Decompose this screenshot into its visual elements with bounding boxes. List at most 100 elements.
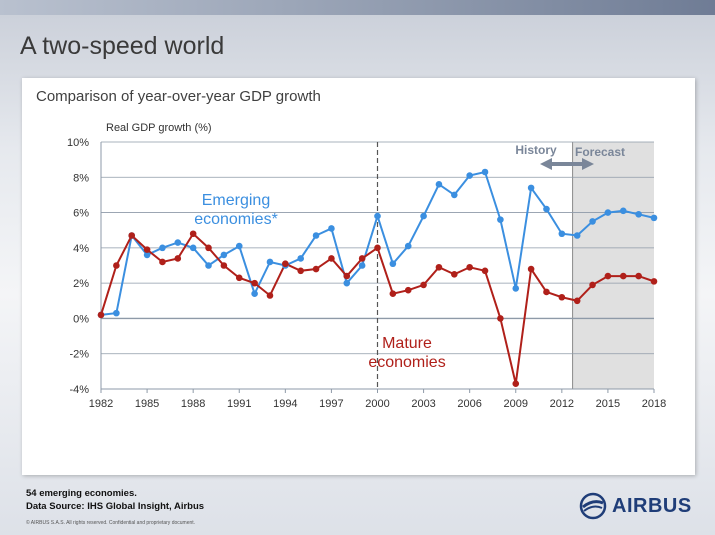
mature-series-point (635, 272, 642, 280)
footnote-source: Data Source: IHS Global Insight, Airbus (26, 501, 205, 512)
emerging-series-point (328, 225, 335, 232)
mature-series-point (619, 272, 627, 280)
emerging-series-point (389, 260, 397, 268)
x-tick-label: 2018 (642, 398, 666, 410)
emerging-series-point (466, 172, 473, 179)
mature-series-point (113, 262, 120, 269)
x-tick-label: 1997 (319, 398, 343, 410)
mature-series-point (235, 274, 243, 282)
mature-series-point (97, 311, 105, 319)
emerging-series-point (404, 242, 412, 250)
arrow-head-left (540, 158, 552, 170)
emerging-series-point (650, 214, 658, 222)
emerging-series-point (481, 168, 489, 176)
chart-panel: Comparison of year-over-year GDP growth … (22, 78, 695, 475)
x-tick-label: 1985 (135, 398, 159, 410)
emerging-series-point (543, 205, 550, 213)
emerging-series-point (358, 262, 366, 269)
emerging-series-point (589, 218, 596, 225)
airbus-logo-icon (579, 492, 607, 520)
chart-title: Comparison of year-over-year GDP growth (36, 88, 321, 105)
mature-series-point (558, 293, 566, 301)
y-axis-label: Real GDP growth (%) (106, 122, 212, 134)
emerging-series-point (251, 290, 258, 298)
history-label: History (515, 143, 557, 157)
mature-series-point (328, 255, 335, 262)
x-tick-label: 1991 (227, 398, 251, 410)
emerging-series-point (619, 207, 627, 215)
x-tick-label: 2003 (411, 398, 435, 410)
emerging-series-point (297, 255, 304, 262)
mature-series-point (251, 279, 258, 287)
y-tick-label: 8% (73, 172, 89, 184)
mature-series-point (312, 265, 320, 273)
mature-series-point (512, 380, 520, 388)
y-tick-label: 10% (67, 137, 89, 149)
emerging-series-point (113, 309, 120, 317)
x-tick-label: 2009 (504, 398, 528, 410)
airbus-logo: AIRBUS (578, 491, 692, 521)
copyright-notice: © AIRBUS S.A.S. All rights reserved. Con… (26, 520, 196, 526)
emerging-series-point (159, 244, 166, 252)
emerging-series-point (435, 181, 443, 188)
x-tick-label: 2006 (457, 398, 481, 410)
y-tick-label: -4% (69, 384, 89, 396)
mature-series-point (573, 297, 581, 305)
top-bar (0, 0, 715, 15)
y-tick-label: 6% (73, 208, 89, 220)
emerging-series-point (512, 285, 520, 292)
x-tick-label: 2000 (365, 398, 389, 410)
mature-series-point (358, 255, 366, 262)
mature-series-point (205, 244, 212, 252)
mature-series-point (220, 262, 228, 269)
emerging-series-point (205, 262, 212, 269)
emerging-series-point (604, 209, 612, 216)
mature-annotation-line2: economies (368, 354, 445, 371)
x-tick-label: 2015 (596, 398, 620, 410)
emerging-series-point (143, 251, 151, 259)
mature-series-point (343, 272, 351, 280)
gdp-growth-chart: 10% 8% 6% 4% 2% 0% -2% -4%1982 1985 1988 1991 1994 1… (67, 122, 666, 410)
y-tick-label: 0% (73, 313, 89, 325)
mature-series-point (374, 244, 381, 252)
x-tick-label: 2012 (550, 398, 574, 410)
x-tick-label: 1994 (273, 398, 297, 410)
emerging-series-point (189, 244, 197, 252)
mature-series-point (143, 246, 151, 253)
mature-series-point (266, 292, 274, 299)
emerging-series-point (420, 212, 427, 220)
emerging-series-point (573, 232, 581, 239)
mature-series-point (297, 267, 304, 275)
airbus-logo-text: AIRBUS (612, 494, 692, 517)
mature-series-point (435, 263, 443, 271)
emerging-series-point (635, 211, 642, 218)
mature-series-point (420, 281, 427, 289)
forecast-label: Forecast (575, 145, 625, 159)
emerging-annotation-line2: economies* (194, 211, 278, 228)
emerging-series-point (266, 258, 274, 266)
mature-series-point (497, 315, 504, 322)
mature-series-point (159, 258, 166, 266)
emerging-series-point (558, 230, 566, 238)
emerging-annotation-line1: Emerging (202, 192, 270, 209)
emerging-series-point (343, 279, 351, 287)
emerging-series-point (174, 239, 182, 246)
mature-series-point (389, 290, 397, 298)
slide-title: A two-speed world (20, 32, 225, 60)
footnote-emerging: 54 emerging economies. (26, 488, 137, 499)
mature-annotation-line1: Mature (382, 335, 432, 352)
y-tick-label: -2% (69, 349, 89, 361)
emerging-series-point (312, 232, 320, 239)
x-tick-label: 1982 (89, 398, 113, 410)
mature-series-point (466, 263, 473, 271)
mature-series-point (481, 267, 489, 275)
mature-series-point (604, 272, 612, 280)
mature-series-point (282, 260, 289, 268)
emerging-series-point (374, 212, 381, 220)
forecast-shaded-region (572, 142, 654, 389)
mature-series-point (128, 232, 136, 239)
emerging-series-point (451, 191, 458, 199)
y-tick-label: 4% (73, 243, 89, 255)
x-tick-label: 1988 (181, 398, 205, 410)
mature-series-point (189, 230, 197, 238)
